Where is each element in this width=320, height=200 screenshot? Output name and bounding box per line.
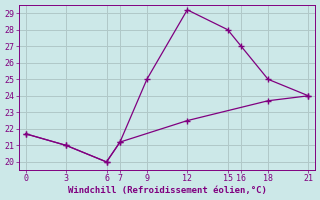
X-axis label: Windchill (Refroidissement éolien,°C): Windchill (Refroidissement éolien,°C): [68, 186, 267, 195]
